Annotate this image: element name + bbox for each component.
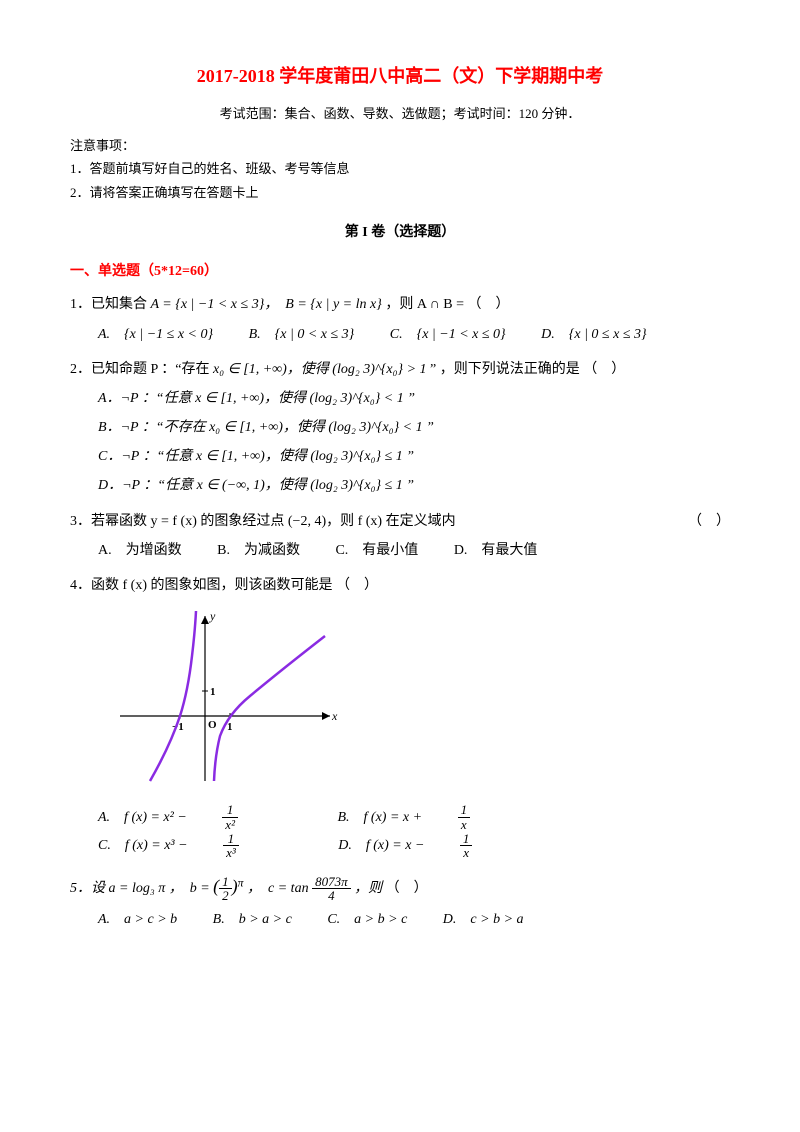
q1-stem-c: ，则 A ∩ B =	[385, 297, 464, 312]
blank: （ ）	[468, 297, 510, 312]
question-2: 2．已知命题 P ：“存在 x₀ ∈ [1, +∞)，使得 (log₂ 3)^{…	[70, 357, 730, 499]
q2-stem-a: 2．已知命题 P ：“存在	[70, 362, 213, 377]
q3-opt-b: B. 为减函数	[217, 543, 300, 558]
section-1-header: 第 I 卷（选择题）	[70, 220, 730, 245]
q3-opt-c: C. 有最小值	[335, 543, 418, 558]
q1-opt-d: D. {x | 0 ≤ x ≤ 3}	[541, 327, 646, 342]
q5-frac-c: 8073π4	[312, 875, 351, 903]
question-5: 5．设 a = log₃ π ， b = (12)π ， c = tan 807…	[70, 870, 730, 932]
q4-opt-c: C. f (x) = x³ − 1x³	[98, 838, 306, 853]
tick-pos1-x: 1	[227, 721, 233, 733]
exam-title: 2017-2018 学年度莆田八中高二（文）下学期期中考	[70, 60, 730, 92]
q4-figure: x y O −1 1 1	[110, 606, 730, 795]
note-1: 1．答题前填写好自己的姓名、班级、考号等信息	[70, 157, 730, 180]
q2-opt-b: B．¬P ：“不存在 x₀ ∈ [1, +∞)，使得 (log₂ 3)^{x₀}…	[98, 415, 730, 440]
blank: （ ）	[688, 509, 730, 534]
q5-half: (12)π	[213, 881, 243, 896]
tick-pos1-y: 1	[210, 686, 216, 698]
q5-opt-d: D. c > b > a	[443, 912, 524, 927]
question-3: 3．若幂函数 y = f (x) 的图象经过点 (−2, 4)，则 f (x) …	[70, 509, 730, 563]
q1-opt-b: B. {x | 0 < x ≤ 3}	[249, 327, 355, 342]
question-4: 4．函数 f (x) 的图象如图，则该函数可能是 （ ） x y O −1 1 …	[70, 573, 730, 860]
blank: （ ）	[386, 881, 428, 896]
q2-opt-d: D．¬P ：“任意 x ∈ (−∞, 1)，使得 (log₂ 3)^{x₀} ≤…	[98, 473, 730, 498]
part-1-header: 一、单选题（5*12=60）	[70, 259, 730, 284]
q3-stem: 3．若幂函数 y = f (x) 的图象经过点 (−2, 4)，则 f (x) …	[70, 514, 456, 529]
axis-y-label: y	[209, 609, 216, 623]
q5-opt-a: A. a > c > b	[98, 912, 177, 927]
q3-options: A. 为增函数 B. 为减函数 C. 有最小值 D. 有最大值	[98, 538, 730, 563]
q1-opt-a: A. {x | −1 ≤ x < 0}	[98, 327, 213, 342]
q5-stem-a: 5．设 a = log₃ π ， b =	[70, 881, 213, 896]
q3-opt-a: A. 为增函数	[98, 543, 182, 558]
q2-stem-c: ” ，则下列说法正确的是	[430, 362, 580, 377]
blank: （ ）	[583, 362, 625, 377]
q5-stem-b: ， c = tan	[247, 881, 312, 896]
blank: （ ）	[336, 578, 378, 593]
q2-math: x₀ ∈ [1, +∞)，使得 (log₂ 3)^{x₀} > 1	[213, 362, 427, 377]
q4-options: A. f (x) = x² − 1x² B. f (x) = x + 1x C.…	[98, 803, 730, 860]
note-2: 2．请将答案正确填写在答题卡上	[70, 181, 730, 204]
q5-opt-c: C. a > b > c	[327, 912, 407, 927]
axis-x-label: x	[331, 709, 338, 723]
q4-stem: 4．函数 f (x) 的图象如图，则该函数可能是	[70, 578, 333, 593]
q5-opt-b: B. b > a > c	[213, 912, 292, 927]
q4-opt-d: D. f (x) = x − 1x	[338, 838, 536, 853]
q5-options: A. a > c > b B. b > a > c C. a > b > c D…	[98, 907, 730, 932]
q4-opt-a: A. f (x) = x² − 1x²	[98, 810, 305, 825]
q1-stem-a: 1．已知集合	[70, 297, 151, 312]
q1-math: A = {x | −1 < x ≤ 3}， B = {x | y = ln x}	[151, 297, 382, 312]
notes-block: 注意事项： 1．答题前填写好自己的姓名、班级、考号等信息 2．请将答案正确填写在…	[70, 134, 730, 204]
curve-right	[214, 636, 325, 781]
q1-opt-c: C. {x | −1 < x ≤ 0}	[390, 327, 506, 342]
notes-header: 注意事项：	[70, 134, 730, 157]
question-1: 1．已知集合 A = {x | −1 < x ≤ 3}， B = {x | y …	[70, 292, 730, 346]
q2-options: A．¬P ：“任意 x ∈ [1, +∞)，使得 (log₂ 3)^{x₀} <…	[70, 386, 730, 499]
origin-label: O	[208, 719, 217, 731]
q4-opt-b: B. f (x) = x + 1x	[337, 810, 534, 825]
q2-opt-a: A．¬P ：“任意 x ∈ [1, +∞)，使得 (log₂ 3)^{x₀} <…	[98, 386, 730, 411]
q2-opt-c: C．¬P ：“任意 x ∈ [1, +∞)，使得 (log₂ 3)^{x₀} ≤…	[98, 444, 730, 469]
q1-options: A. {x | −1 ≤ x < 0} B. {x | 0 < x ≤ 3} C…	[98, 322, 730, 347]
exam-subtitle: 考试范围：集合、函数、导数、选做题；考试时间：120 分钟．	[70, 102, 730, 125]
q5-stem-c: ，则	[354, 881, 382, 896]
q3-opt-d: D. 有最大值	[454, 543, 538, 558]
curve-left	[150, 611, 196, 781]
